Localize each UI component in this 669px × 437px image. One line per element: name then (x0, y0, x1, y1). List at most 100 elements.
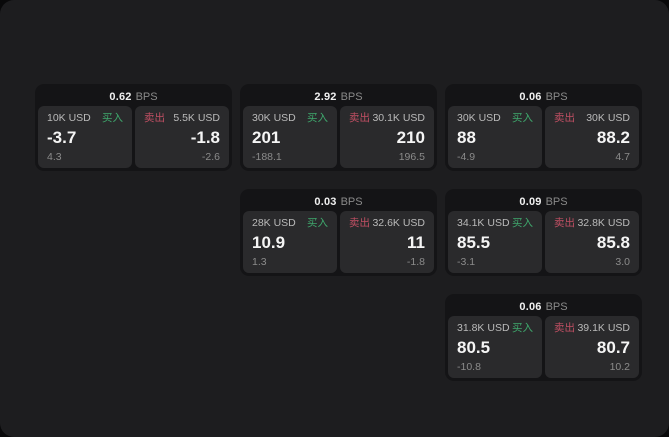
quote-card: 0.06 BPS 31.8K USD 买入 80.5 -10.8 卖出 39.1… (445, 294, 642, 381)
sell-pane-header: 卖出 32.8K USD (554, 218, 630, 229)
sell-quote-panel[interactable]: 卖出 30.1K USD 210 196.5 (340, 106, 434, 168)
sell-pane-header: 卖出 30K USD (554, 113, 630, 124)
quote-panes: 30K USD 买入 88 -4.9 卖出 30K USD 88.2 4.7 (448, 106, 639, 168)
buy-price: 80.5 (457, 338, 491, 357)
spread-header: 0.62 BPS (38, 87, 229, 106)
buy-quote-panel[interactable]: 30K USD 买入 88 -4.9 (448, 106, 542, 168)
buy-side-label: 买入 (307, 112, 328, 124)
bps-unit-label: BPS (545, 195, 568, 208)
buy-pane-header: 30K USD 买入 (252, 113, 328, 124)
quote-panes: 34.1K USD 买入 85.5 -3.1 卖出 32.8K USD 85.8… (448, 211, 639, 273)
sell-change: 196.5 (398, 150, 425, 163)
bps-value: 0.09 (519, 195, 542, 208)
sell-pane-header: 卖出 30.1K USD (349, 113, 425, 124)
sell-size-label: 32.6K USD (372, 217, 425, 229)
buy-side-label: 买入 (102, 112, 123, 124)
sell-change: 3.0 (615, 255, 630, 268)
buy-pane-header: 31.8K USD 买入 (457, 323, 533, 334)
sell-price: 80.7 (596, 338, 630, 357)
buy-change: -3.1 (457, 255, 476, 268)
sell-change: -2.6 (201, 150, 220, 163)
quote-card: 0.09 BPS 34.1K USD 买入 85.5 -3.1 卖出 32.8K… (445, 189, 642, 276)
bps-unit-label: BPS (340, 195, 363, 208)
bps-unit-label: BPS (545, 300, 568, 313)
spread-header: 0.06 BPS (448, 87, 639, 106)
sell-quote-panel[interactable]: 卖出 32.8K USD 85.8 3.0 (545, 211, 639, 273)
sell-change: 10.2 (609, 360, 630, 373)
sell-size-label: 32.8K USD (577, 217, 630, 229)
sell-size-label: 30.1K USD (372, 112, 425, 124)
buy-side-label: 买入 (512, 217, 533, 229)
bps-value: 2.92 (314, 90, 337, 103)
buy-quote-panel[interactable]: 28K USD 买入 10.9 1.3 (243, 211, 337, 273)
sell-pane-header: 卖出 39.1K USD (554, 323, 630, 334)
buy-pane-header: 34.1K USD 买入 (457, 218, 533, 229)
buy-side-label: 买入 (307, 217, 328, 229)
quote-cards-grid: 0.62 BPS 10K USD 买入 -3.7 4.3 卖出 5.5K USD (35, 84, 642, 381)
bps-value: 0.06 (519, 90, 542, 103)
sell-price: 88.2 (596, 128, 630, 147)
spread-header: 2.92 BPS (243, 87, 434, 106)
quote-card: 2.92 BPS 30K USD 买入 201 -188.1 卖出 30.1K … (240, 84, 437, 171)
sell-price: 85.8 (596, 233, 630, 252)
sell-quote-panel[interactable]: 卖出 32.6K USD 11 -1.8 (340, 211, 434, 273)
bps-unit-label: BPS (135, 90, 158, 103)
sell-quote-panel[interactable]: 卖出 39.1K USD 80.7 10.2 (545, 316, 639, 378)
sell-change: 4.7 (615, 150, 630, 163)
buy-price: 85.5 (457, 233, 491, 252)
buy-quote-panel[interactable]: 31.8K USD 买入 80.5 -10.8 (448, 316, 542, 378)
sell-quote-panel[interactable]: 卖出 30K USD 88.2 4.7 (545, 106, 639, 168)
sell-side-label: 卖出 (349, 217, 370, 229)
buy-quote-panel[interactable]: 10K USD 买入 -3.7 4.3 (38, 106, 132, 168)
spread-header: 0.06 BPS (448, 297, 639, 316)
buy-size-label: 10K USD (47, 112, 91, 124)
buy-pane-header: 10K USD 买入 (47, 113, 123, 124)
sell-side-label: 卖出 (554, 217, 575, 229)
bps-value: 0.03 (314, 195, 337, 208)
buy-size-label: 31.8K USD (457, 322, 510, 334)
quote-panes: 28K USD 买入 10.9 1.3 卖出 32.6K USD 11 -1.8 (243, 211, 434, 273)
buy-size-label: 28K USD (252, 217, 296, 229)
quote-panes: 10K USD 买入 -3.7 4.3 卖出 5.5K USD -1.8 -2.… (38, 106, 229, 168)
quote-panes: 30K USD 买入 201 -188.1 卖出 30.1K USD 210 1… (243, 106, 434, 168)
buy-size-label: 30K USD (252, 112, 296, 124)
sell-price: 210 (396, 128, 425, 147)
sell-pane-header: 卖出 5.5K USD (144, 113, 220, 124)
bps-value: 0.06 (519, 300, 542, 313)
buy-change: 1.3 (252, 255, 267, 268)
buy-change: -10.8 (457, 360, 481, 373)
quote-card: 0.03 BPS 28K USD 买入 10.9 1.3 卖出 32.6K US… (240, 189, 437, 276)
bps-unit-label: BPS (340, 90, 363, 103)
sell-side-label: 卖出 (349, 112, 370, 124)
quote-card: 0.06 BPS 30K USD 买入 88 -4.9 卖出 30K USD (445, 84, 642, 171)
spread-header: 0.09 BPS (448, 192, 639, 211)
sell-change: -1.8 (406, 255, 425, 268)
quote-card: 0.62 BPS 10K USD 买入 -3.7 4.3 卖出 5.5K USD (35, 84, 232, 171)
sell-quote-panel[interactable]: 卖出 5.5K USD -1.8 -2.6 (135, 106, 229, 168)
sell-price: 11 (407, 233, 425, 252)
sell-side-label: 卖出 (144, 112, 165, 124)
buy-side-label: 买入 (512, 322, 533, 334)
buy-price: 88 (457, 128, 476, 147)
buy-price: 10.9 (252, 233, 286, 252)
bps-unit-label: BPS (545, 90, 568, 103)
buy-change: 4.3 (47, 150, 62, 163)
buy-size-label: 30K USD (457, 112, 501, 124)
sell-size-label: 39.1K USD (577, 322, 630, 334)
buy-price: 201 (252, 128, 281, 147)
buy-quote-panel[interactable]: 34.1K USD 买入 85.5 -3.1 (448, 211, 542, 273)
sell-pane-header: 卖出 32.6K USD (349, 218, 425, 229)
spread-header: 0.03 BPS (243, 192, 434, 211)
quote-panes: 31.8K USD 买入 80.5 -10.8 卖出 39.1K USD 80.… (448, 316, 639, 378)
buy-change: -4.9 (457, 150, 476, 163)
buy-price: -3.7 (47, 128, 77, 147)
buy-quote-panel[interactable]: 30K USD 买入 201 -188.1 (243, 106, 337, 168)
buy-change: -188.1 (252, 150, 282, 163)
buy-pane-header: 28K USD 买入 (252, 218, 328, 229)
sell-price: -1.8 (190, 128, 220, 147)
buy-size-label: 34.1K USD (457, 217, 510, 229)
sell-size-label: 5.5K USD (173, 112, 220, 124)
sell-side-label: 卖出 (554, 322, 575, 334)
bps-value: 0.62 (109, 90, 132, 103)
